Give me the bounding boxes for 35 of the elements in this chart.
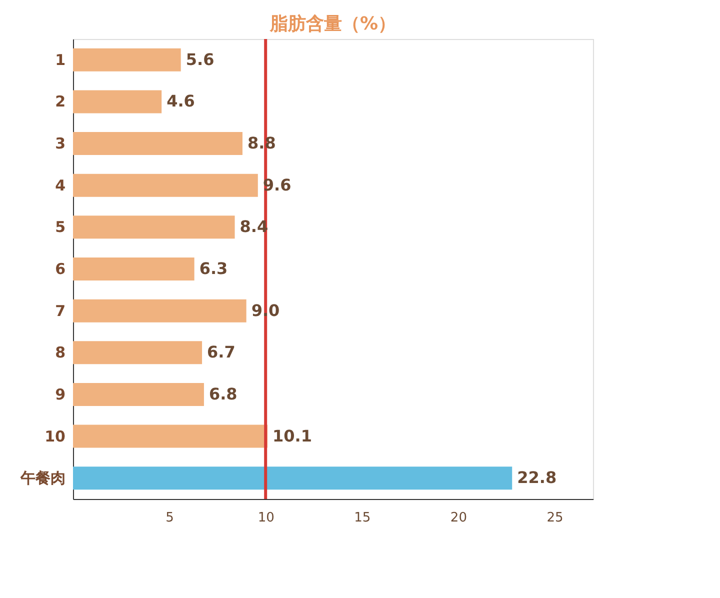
x-tick-label: 10 [258,510,274,526]
y-tick-label: 6 [55,260,66,278]
y-tick-label: 10 [44,427,66,446]
x-tick-label: 15 [354,510,371,526]
y-tick-label: 1 [55,50,66,69]
bar [73,90,162,114]
bar [73,48,181,72]
data-label: 5.6 [186,50,214,69]
x-tick-label: 20 [450,510,467,526]
bar [73,382,204,406]
data-label: 6.3 [199,259,228,278]
chart-title: 脂肪含量（%） [268,14,396,34]
y-tick-label: 5 [55,218,66,236]
y-tick-label: 9 [55,385,66,404]
x-tick-label: 5 [166,510,174,526]
bar [73,424,268,448]
bar [73,258,194,280]
data-label: 4.6 [166,92,195,111]
y-tick-label: 2 [55,92,66,111]
data-label: 6.8 [208,384,238,404]
y-tick-label: 4 [55,176,66,194]
x-tick-label: 25 [546,510,564,526]
bar [73,341,202,364]
y-tick-label: 3 [55,134,66,153]
data-label: 10.1 [272,426,312,446]
data-label: 6.7 [207,342,236,362]
bar [73,299,246,322]
bar [73,132,242,156]
data-label: 22.8 [517,468,557,488]
bar [73,466,512,490]
y-tick-label: 8 [55,344,66,362]
y-tick-label: 午餐肉 [20,469,66,488]
bar [73,174,258,197]
bar [73,216,235,239]
y-tick-label: 7 [55,302,66,320]
